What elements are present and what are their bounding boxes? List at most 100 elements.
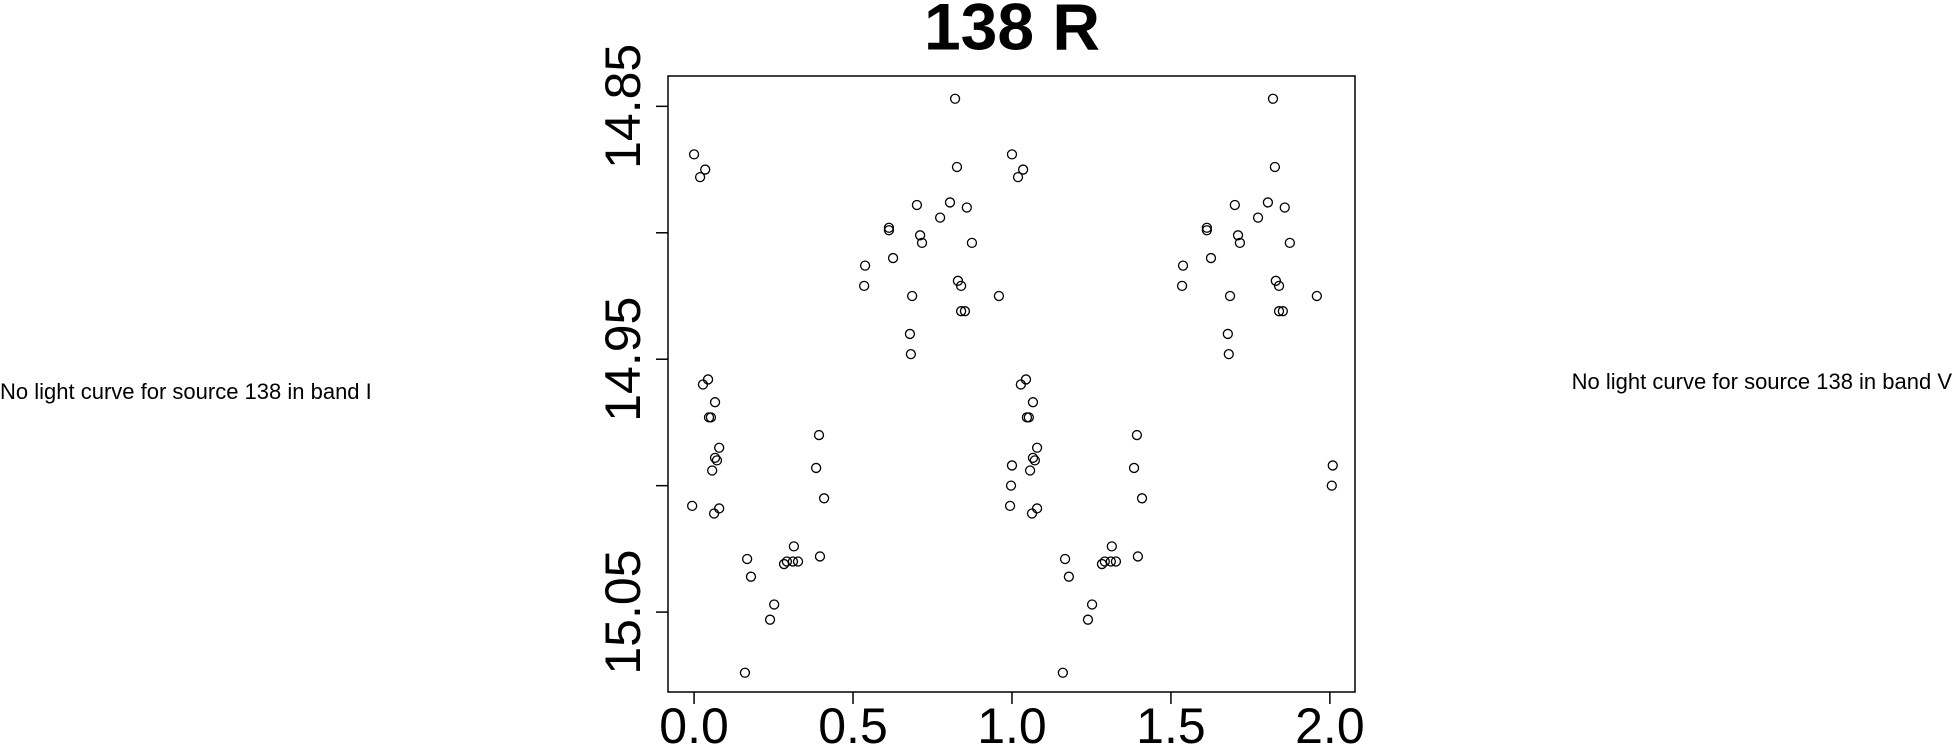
point [905,349,917,360]
point [709,397,721,408]
point [1005,480,1017,491]
point [764,614,776,625]
point [858,280,870,292]
point [1031,442,1043,453]
point [1232,230,1244,241]
point [1201,225,1213,236]
point [1176,280,1188,292]
point [911,199,923,211]
point [959,306,971,317]
point [813,429,825,441]
point [739,667,751,678]
point [1024,465,1036,476]
point [711,455,723,466]
point [1273,280,1285,292]
point [781,556,793,567]
point [1096,558,1108,570]
point [1284,237,1295,249]
left-note: No light curve for source 138 in band I [0,379,372,404]
point [1027,397,1039,408]
point [1311,290,1323,302]
point [787,556,799,567]
point [810,462,822,474]
point [1177,260,1189,271]
x-tick-label: 1.5 [1136,698,1206,751]
point [1086,599,1098,610]
point [697,379,709,390]
right-note: No light curve for source 138 in band V [1572,369,1953,394]
point [1031,503,1043,514]
point [955,306,967,317]
point [702,374,714,385]
point [1063,571,1075,582]
point [1279,202,1290,213]
point [1131,429,1143,441]
x-tick-label: 0.5 [818,698,888,751]
point [1027,452,1039,463]
point [887,252,899,264]
point [707,465,718,476]
point [951,161,963,173]
point [705,412,717,423]
point [1004,500,1016,512]
point [1223,349,1234,360]
point [914,230,926,241]
point [993,290,1005,302]
point [1128,462,1140,474]
point [688,149,700,160]
point [1267,93,1279,104]
point [1017,164,1029,175]
point [1277,306,1288,317]
point [1105,556,1116,567]
point [814,551,826,562]
point [1106,541,1117,552]
point [1006,149,1018,160]
point [1059,553,1071,565]
point [1057,667,1068,678]
point [745,571,757,582]
point [1252,212,1264,223]
point [961,202,972,213]
point [1224,290,1236,302]
point [1136,493,1148,504]
point [1006,460,1018,471]
point [1082,614,1094,625]
point [818,493,830,504]
point [778,558,790,570]
point [1132,551,1144,562]
point [1262,197,1274,208]
point [1234,237,1246,249]
point [1273,306,1285,317]
point [1269,161,1281,173]
point [1099,556,1110,567]
point [944,197,956,208]
point [949,93,961,104]
y-tick-label: 14.85 [595,44,651,169]
x-tick-label: 0.0 [659,698,729,751]
point [687,500,698,512]
point [1015,379,1027,390]
x-tick-label: 1.0 [977,698,1047,751]
point [1012,171,1024,183]
point [904,328,916,340]
point [859,260,871,271]
point [1229,199,1240,211]
point [742,553,753,565]
point [1222,328,1233,340]
point [934,212,946,223]
point [1026,508,1038,519]
point [1023,412,1034,423]
point [788,541,800,552]
chart-title: 138 R [924,0,1100,63]
point [1327,460,1338,471]
point [966,237,978,249]
point [709,452,721,463]
point [708,508,720,519]
point [694,171,706,183]
point [883,222,895,233]
point [1201,222,1213,233]
y-tick-label: 15.05 [595,550,651,675]
point [769,599,780,610]
point [700,164,711,175]
